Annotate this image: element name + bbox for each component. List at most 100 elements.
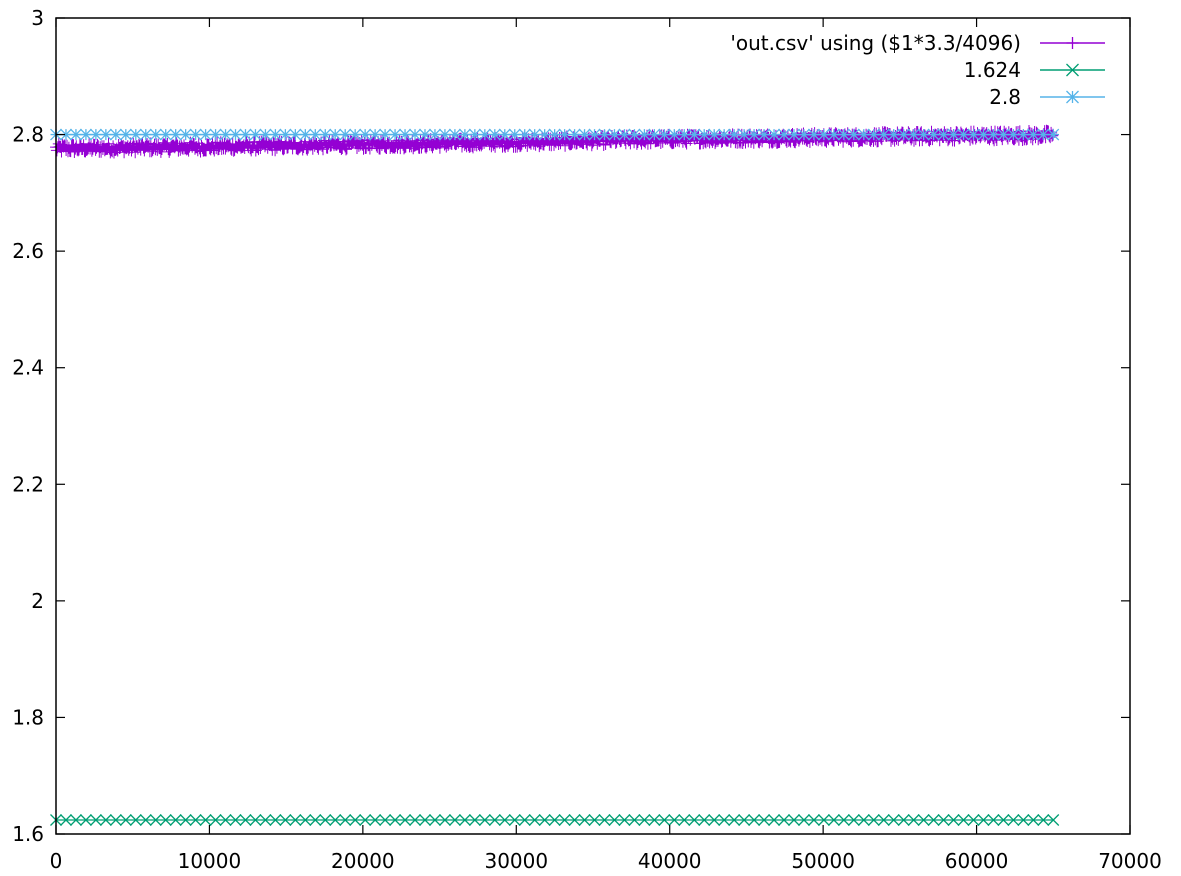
series-point [578, 128, 591, 141]
y-tick-label: 1.8 [12, 705, 44, 729]
series-point [538, 128, 551, 141]
series-point [409, 128, 421, 141]
x-tick-label: 10000 [178, 849, 242, 873]
series-point [279, 128, 292, 141]
series-point [478, 814, 491, 826]
series-point [528, 814, 541, 826]
legend: 'out.csv' using ($1*3.3/4096) 1.624 2.8 [730, 31, 1105, 109]
series-point [827, 814, 840, 826]
series-point [827, 128, 840, 141]
series-point [927, 128, 940, 141]
series-point [867, 814, 880, 826]
series-point [1047, 128, 1060, 141]
series-point [199, 128, 212, 141]
series-point [359, 814, 372, 826]
series-point [508, 128, 521, 141]
series-point [738, 128, 751, 141]
series-point [588, 128, 601, 141]
series-point [60, 814, 72, 826]
series-point [568, 128, 581, 141]
series-point [399, 128, 412, 141]
series-point [399, 814, 412, 826]
series-point [678, 814, 691, 826]
series-point [349, 128, 362, 141]
series-point [578, 814, 591, 826]
series-point [967, 814, 980, 826]
series-point [917, 128, 930, 141]
series-point [748, 128, 761, 141]
series-point [419, 128, 431, 141]
series-point [349, 814, 362, 826]
plot-frame [55, 17, 1131, 835]
series-point [907, 128, 920, 141]
series-point [817, 814, 830, 826]
series-point [369, 814, 382, 826]
series-point [99, 814, 112, 826]
series-point [299, 814, 312, 826]
series-point [498, 814, 511, 826]
y-tick-label: 2.4 [12, 356, 44, 380]
series-1-624 [50, 814, 1060, 826]
series-point [758, 814, 771, 826]
series-point [229, 814, 242, 826]
series-point [189, 128, 202, 141]
series-point [69, 814, 82, 826]
series-point [907, 814, 920, 826]
legend-marker [1066, 63, 1079, 77]
series-point [778, 814, 790, 826]
series-point [279, 814, 292, 826]
series-point [718, 128, 731, 141]
series-point [109, 814, 122, 826]
series-point [309, 814, 322, 826]
legend-marker [1066, 37, 1079, 49]
series-point [708, 128, 721, 141]
series-point [329, 814, 342, 826]
series-point [638, 814, 651, 826]
series-point [229, 128, 242, 141]
series-point [728, 128, 741, 141]
series-point [468, 814, 481, 826]
series-point [987, 128, 1000, 141]
series-point [79, 128, 92, 141]
series-point [89, 814, 102, 826]
series-point [389, 814, 402, 826]
x-tick-label: 50000 [791, 849, 855, 873]
series-point [917, 814, 930, 826]
series-point [967, 128, 980, 141]
series-point [478, 128, 491, 141]
legend-label: 'out.csv' using ($1*3.3/4096) [730, 31, 1021, 55]
series-point [688, 128, 701, 141]
series-point [289, 128, 302, 141]
series-point [608, 128, 621, 141]
series-point [1037, 814, 1050, 826]
x-tick-label: 0 [50, 849, 63, 873]
series-point [668, 128, 681, 141]
series-point [658, 814, 671, 826]
series-point [658, 128, 671, 141]
series-point [1007, 128, 1020, 141]
series-point [429, 128, 441, 141]
series-point [159, 814, 172, 826]
series-point [837, 128, 850, 141]
series-point [648, 814, 661, 826]
series-point [718, 814, 731, 826]
series-point [189, 814, 202, 826]
series-point [139, 128, 152, 141]
series-point [927, 814, 940, 826]
series-point [887, 814, 900, 826]
series-point [1027, 128, 1040, 141]
series-point [957, 128, 970, 141]
series-point [409, 814, 421, 826]
series-point [847, 128, 860, 141]
series-2-8 [50, 128, 1060, 141]
series-point [788, 814, 800, 826]
series-point [339, 814, 352, 826]
series-point [548, 814, 561, 826]
series-point [89, 128, 102, 141]
series-point [897, 814, 910, 826]
series-point [768, 128, 781, 141]
series-point [857, 128, 870, 141]
x-tick-label: 60000 [945, 849, 1009, 873]
series-point [987, 814, 1000, 826]
